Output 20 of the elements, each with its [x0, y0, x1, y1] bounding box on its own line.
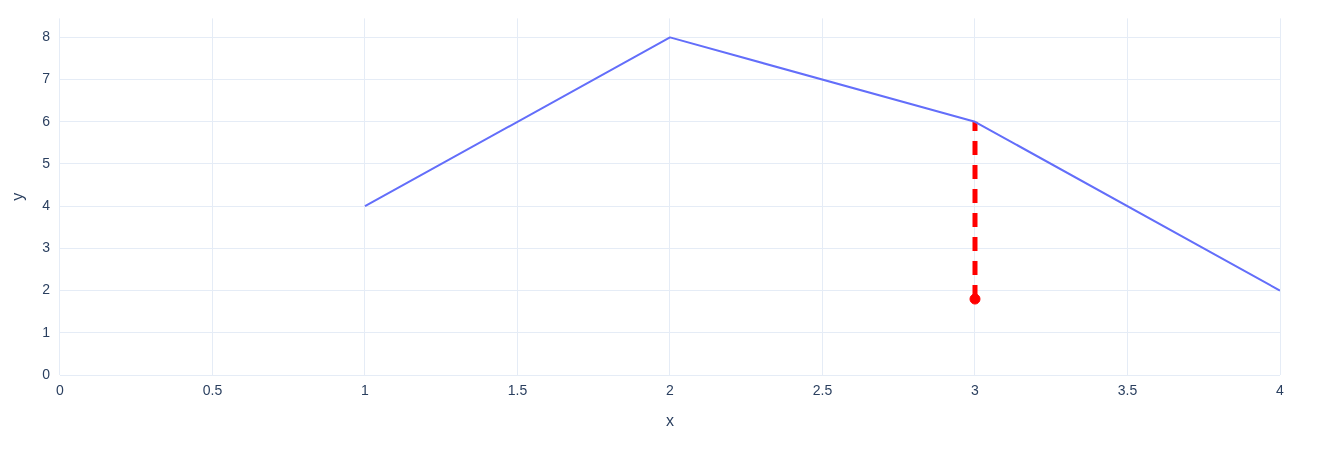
x-tick-label: 0.5: [202, 382, 223, 399]
y-tick-label: 0: [42, 365, 51, 382]
y-tick-label: 8: [42, 28, 51, 45]
x-tick-label: 0: [56, 382, 65, 399]
y-tick-label: 7: [42, 70, 51, 87]
y-tick-label: 3: [42, 239, 51, 256]
y-tick-label: 1: [42, 323, 51, 340]
y-tick-label: 4: [42, 197, 51, 214]
x-tick-label: 3.5: [1117, 382, 1138, 399]
y-tick-label: 2: [42, 281, 51, 298]
x-tick-label: 4: [1276, 382, 1285, 399]
x-axis-title: x: [665, 411, 674, 429]
x-tick-label: 2.5: [812, 382, 833, 399]
x-tick-label: 2: [666, 382, 675, 399]
x-tick-label: 1: [361, 382, 370, 399]
y-tick-label: 6: [42, 112, 51, 129]
y-tick-label: 5: [42, 154, 51, 171]
x-tick-label: 1.5: [507, 382, 528, 399]
x-tick-label: 3: [971, 382, 980, 399]
y-axis-title: y: [9, 192, 27, 201]
